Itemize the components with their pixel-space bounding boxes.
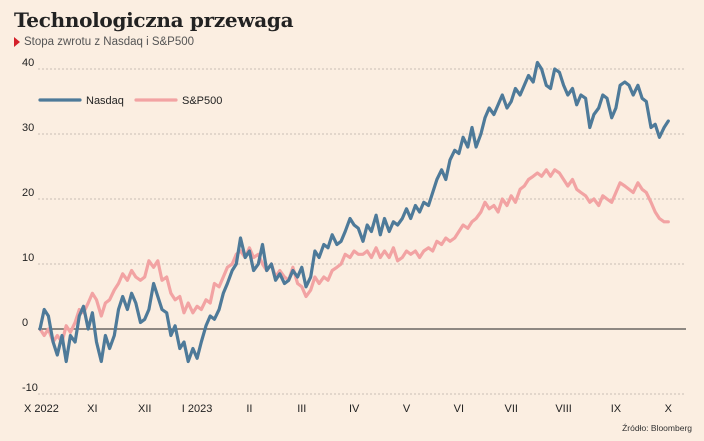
x-tick-label: IX: [611, 403, 622, 415]
y-tick-label: 20: [22, 187, 34, 199]
x-tick-label: XI: [87, 403, 97, 415]
y-tick-label: -10: [22, 382, 38, 394]
legend-nasdaq-label: Nasdaq: [86, 95, 124, 107]
chart-title: Technologiczna przewaga: [14, 8, 294, 32]
x-tick-label: VIII: [555, 403, 572, 415]
x-tick-label: V: [403, 403, 411, 415]
y-tick-label: 0: [22, 317, 28, 329]
series-line-nasdaq: [38, 60, 670, 364]
x-tick-label: II: [246, 403, 252, 415]
subtitle-marker-icon: [14, 37, 20, 47]
x-tick-label: I 2023: [182, 403, 213, 415]
x-tick-label: IV: [349, 403, 360, 415]
source-note: Źródło: Bloomberg: [622, 423, 692, 433]
y-tick-label: 30: [22, 122, 34, 134]
series-line-sp500: [38, 168, 670, 344]
legend-sp500-label: S&P500: [182, 95, 222, 107]
x-tick-label: X 2022: [24, 403, 59, 415]
y-tick-label: 40: [22, 57, 34, 69]
x-tick-label: VI: [454, 403, 464, 415]
x-tick-label: XII: [138, 403, 151, 415]
x-tick-label: III: [297, 403, 306, 415]
subtitle-text: Stopa zwrotu z Nasdaq i S&P500: [24, 36, 195, 48]
chart-subtitle: Stopa zwrotu z Nasdaq i S&P500: [14, 36, 194, 48]
y-tick-label: 10: [22, 252, 34, 264]
x-tick-label: VII: [504, 403, 517, 415]
x-tick-label: X: [665, 403, 673, 415]
